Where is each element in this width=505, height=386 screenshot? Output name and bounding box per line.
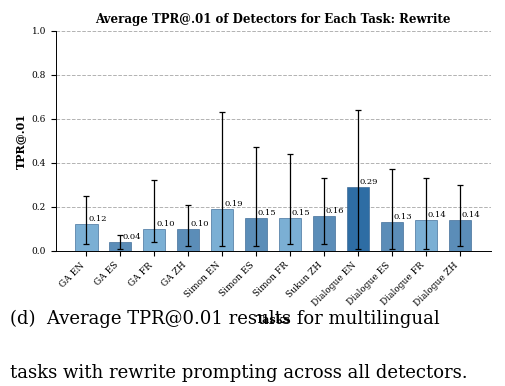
Bar bbox=[346, 187, 369, 251]
Y-axis label: TPR@.01: TPR@.01 bbox=[15, 113, 26, 169]
X-axis label: Tasks: Tasks bbox=[256, 314, 290, 325]
Bar bbox=[448, 220, 470, 251]
Bar bbox=[245, 218, 267, 251]
Bar bbox=[75, 225, 97, 251]
Text: 0.10: 0.10 bbox=[190, 220, 208, 228]
Text: 0.15: 0.15 bbox=[291, 209, 310, 217]
Text: 0.04: 0.04 bbox=[122, 233, 140, 241]
Bar bbox=[414, 220, 436, 251]
Title: Average TPR@.01 of Detectors for Each Task: Rewrite: Average TPR@.01 of Detectors for Each Ta… bbox=[95, 13, 450, 25]
Bar bbox=[143, 229, 165, 251]
Text: 0.16: 0.16 bbox=[325, 207, 344, 215]
Text: 0.12: 0.12 bbox=[88, 215, 107, 223]
Bar bbox=[109, 242, 131, 251]
Bar bbox=[380, 222, 402, 251]
Bar bbox=[177, 229, 199, 251]
Text: 0.14: 0.14 bbox=[461, 211, 480, 219]
Text: 0.15: 0.15 bbox=[258, 209, 276, 217]
Text: 0.29: 0.29 bbox=[359, 178, 378, 186]
Text: tasks with rewrite prompting across all detectors.: tasks with rewrite prompting across all … bbox=[10, 364, 467, 382]
Bar bbox=[279, 218, 300, 251]
Text: 0.10: 0.10 bbox=[156, 220, 174, 228]
Bar bbox=[211, 209, 233, 251]
Bar bbox=[313, 216, 334, 251]
Text: 0.19: 0.19 bbox=[224, 200, 242, 208]
Text: (d)  Average TPR@0.01 results for multilingual: (d) Average TPR@0.01 results for multili… bbox=[10, 310, 439, 328]
Text: 0.14: 0.14 bbox=[427, 211, 445, 219]
Text: 0.13: 0.13 bbox=[393, 213, 412, 221]
